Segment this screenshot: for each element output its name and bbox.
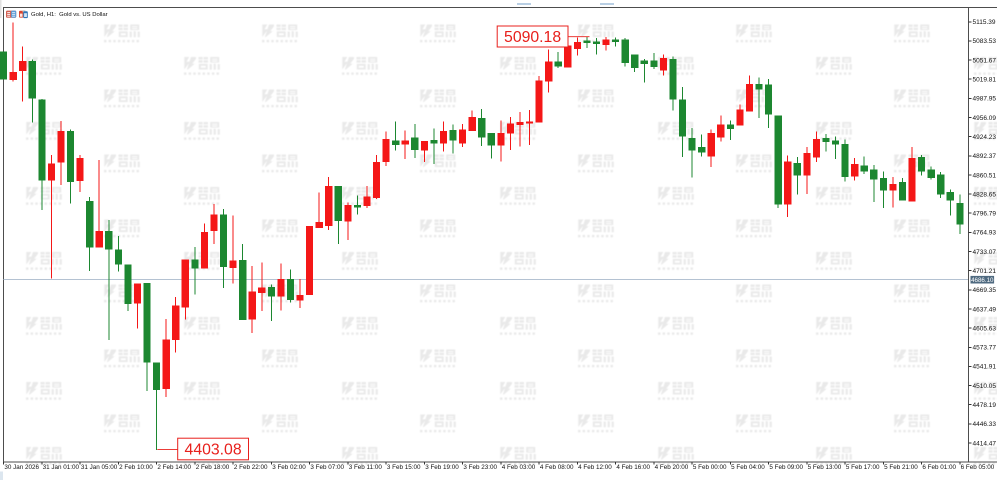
svg-text:4 Feb 12:00: 4 Feb 12:00 bbox=[578, 464, 612, 471]
svg-text:4637.49: 4637.49 bbox=[973, 306, 997, 313]
svg-text:3 Feb 19:00: 3 Feb 19:00 bbox=[425, 464, 459, 471]
svg-text:4686.10: 4686.10 bbox=[971, 277, 994, 284]
svg-text:6 Feb 01:00: 6 Feb 01:00 bbox=[922, 464, 956, 471]
svg-text:4764.93: 4764.93 bbox=[973, 230, 997, 237]
svg-text:6 Feb 05:00: 6 Feb 05:00 bbox=[961, 464, 995, 471]
svg-text:4573.77: 4573.77 bbox=[973, 345, 997, 352]
svg-text:4701.21: 4701.21 bbox=[973, 268, 997, 275]
svg-text:5 Feb 21:00: 5 Feb 21:00 bbox=[884, 464, 918, 471]
svg-text:4892.37: 4892.37 bbox=[973, 153, 997, 160]
svg-text:5115.39: 5115.39 bbox=[973, 19, 996, 26]
svg-text:4403.08: 4403.08 bbox=[185, 442, 242, 459]
svg-text:4828.65: 4828.65 bbox=[973, 191, 997, 198]
svg-text:4733.07: 4733.07 bbox=[973, 249, 997, 256]
svg-text:4669.35: 4669.35 bbox=[973, 287, 997, 294]
svg-text:5 Feb 04:00: 5 Feb 04:00 bbox=[731, 464, 765, 471]
svg-text:2 Feb 14:00: 2 Feb 14:00 bbox=[157, 464, 191, 471]
svg-text:4478.19: 4478.19 bbox=[973, 402, 997, 409]
svg-text:5090.18: 5090.18 bbox=[504, 29, 561, 46]
svg-text:31 Jan 05:00: 31 Jan 05:00 bbox=[81, 464, 118, 471]
svg-text:4446.33: 4446.33 bbox=[973, 421, 997, 428]
svg-text:5 Feb 09:00: 5 Feb 09:00 bbox=[769, 464, 803, 471]
svg-text:4 Feb 16:00: 4 Feb 16:00 bbox=[616, 464, 650, 471]
svg-text:5019.81: 5019.81 bbox=[973, 77, 997, 84]
svg-text:31 Jan 01:00: 31 Jan 01:00 bbox=[43, 464, 80, 471]
svg-text:4605.63: 4605.63 bbox=[973, 325, 997, 332]
svg-text:2 Feb 22:00: 2 Feb 22:00 bbox=[234, 464, 268, 471]
svg-text:30 Jan 2026: 30 Jan 2026 bbox=[4, 464, 39, 471]
svg-text:Gold, H1: Gold vs. US Dollar: Gold, H1: Gold vs. US Dollar bbox=[31, 12, 108, 18]
svg-text:5 Feb 17:00: 5 Feb 17:00 bbox=[846, 464, 880, 471]
svg-text:3 Feb 23:00: 3 Feb 23:00 bbox=[463, 464, 497, 471]
svg-text:4796.79: 4796.79 bbox=[973, 211, 997, 218]
svg-text:4414.47: 4414.47 bbox=[973, 440, 997, 447]
svg-text:5051.67: 5051.67 bbox=[973, 57, 997, 64]
svg-text:4924.23: 4924.23 bbox=[973, 134, 997, 141]
svg-text:3 Feb 11:00: 3 Feb 11:00 bbox=[349, 464, 383, 471]
svg-text:4510.05: 4510.05 bbox=[973, 383, 997, 390]
svg-text:4 Feb 08:00: 4 Feb 08:00 bbox=[540, 464, 574, 471]
svg-text:4 Feb 20:00: 4 Feb 20:00 bbox=[655, 464, 689, 471]
svg-text:4860.51: 4860.51 bbox=[973, 172, 997, 179]
svg-text:5 Feb 13:00: 5 Feb 13:00 bbox=[808, 464, 842, 471]
svg-text:2 Feb 10:00: 2 Feb 10:00 bbox=[119, 464, 153, 471]
svg-text:4541.91: 4541.91 bbox=[973, 364, 997, 371]
svg-text:5 Feb 00:00: 5 Feb 00:00 bbox=[693, 464, 727, 471]
svg-text:3 Feb 02:00: 3 Feb 02:00 bbox=[272, 464, 306, 471]
svg-text:2 Feb 18:00: 2 Feb 18:00 bbox=[196, 464, 230, 471]
svg-text:4987.95: 4987.95 bbox=[973, 96, 997, 103]
svg-text:3 Feb 07:00: 3 Feb 07:00 bbox=[310, 464, 344, 471]
svg-text:3 Feb 15:00: 3 Feb 15:00 bbox=[387, 464, 421, 471]
svg-text:4956.09: 4956.09 bbox=[973, 115, 997, 122]
svg-text:5083.53: 5083.53 bbox=[973, 38, 997, 45]
svg-text:4 Feb 03:00: 4 Feb 03:00 bbox=[502, 464, 536, 471]
